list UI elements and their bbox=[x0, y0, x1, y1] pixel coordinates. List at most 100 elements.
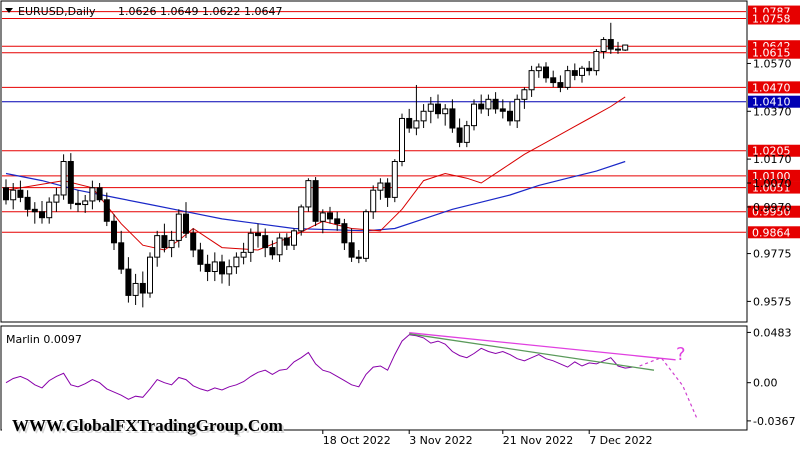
candle-32 bbox=[233, 252, 240, 274]
candle-48 bbox=[348, 228, 355, 262]
candle-33 bbox=[240, 242, 247, 265]
time-axis: 18 Oct 2022 3 Nov 2022 21 Nov 2022 7 Dec 20… bbox=[322, 430, 652, 447]
level-label-7: 1.0100 bbox=[752, 170, 791, 183]
candle-29 bbox=[211, 252, 218, 282]
candle-20 bbox=[147, 252, 153, 298]
level-label-6: 1.0205 bbox=[752, 145, 791, 158]
price-tick-label-4: 0.9970 bbox=[753, 201, 792, 214]
candle-81 bbox=[586, 61, 593, 76]
candle-75 bbox=[543, 62, 549, 83]
candle-54 bbox=[391, 159, 398, 203]
price-tick-label-1: 1.0370 bbox=[753, 105, 792, 118]
candle-30 bbox=[219, 254, 225, 284]
candle-55 bbox=[399, 113, 405, 167]
candle-39 bbox=[283, 233, 290, 250]
candle-25 bbox=[183, 202, 189, 239]
level-label-box-7 bbox=[748, 169, 800, 182]
candle-76 bbox=[550, 70, 557, 88]
candle-78 bbox=[564, 65, 571, 90]
candle-64 bbox=[463, 120, 470, 148]
candle-57 bbox=[413, 84, 420, 136]
level-label-box-1 bbox=[748, 12, 800, 25]
candle-42 bbox=[305, 178, 312, 212]
candle-79 bbox=[571, 63, 578, 81]
candle-15 bbox=[111, 214, 117, 250]
level-label-4: 1.0470 bbox=[752, 81, 791, 94]
candle-77 bbox=[557, 75, 564, 93]
main-plot-frame bbox=[0, 0, 748, 323]
candle-3 bbox=[24, 190, 31, 217]
candle-31 bbox=[226, 259, 233, 286]
level-label-box-8 bbox=[748, 181, 800, 194]
osc-tick-label-2: -0.0367 bbox=[753, 415, 795, 428]
candle-71 bbox=[514, 94, 521, 129]
level-label-3: 1.0615 bbox=[752, 47, 791, 60]
candle-49 bbox=[355, 249, 362, 264]
candle-47 bbox=[341, 218, 348, 250]
candle-82 bbox=[593, 49, 600, 76]
candle-26 bbox=[190, 228, 197, 258]
candle-62 bbox=[449, 99, 456, 133]
symbol-menu-icon[interactable] bbox=[5, 8, 13, 13]
candle-52 bbox=[377, 178, 384, 200]
oscillator-layer bbox=[5, 332, 698, 420]
candlesticks bbox=[3, 22, 629, 308]
candle-19 bbox=[139, 271, 146, 308]
oscillator-axis: 0.0483 0.00 -0.0367 bbox=[747, 326, 795, 428]
candle-35 bbox=[255, 223, 261, 248]
candle-28 bbox=[204, 254, 211, 282]
osc-tick-label-0: 0.0483 bbox=[753, 326, 792, 339]
candle-41 bbox=[298, 204, 305, 236]
candle-9 bbox=[67, 153, 74, 210]
time-tick-label-2: 21 Nov 2022 bbox=[503, 434, 573, 447]
candle-34 bbox=[247, 228, 254, 262]
candle-59 bbox=[427, 96, 434, 124]
time-tick-label-1: 3 Nov 2022 bbox=[409, 434, 472, 447]
candle-45 bbox=[327, 206, 333, 224]
candle-38 bbox=[276, 233, 283, 262]
oscillator-label: Marlin 0.0097 bbox=[6, 333, 82, 346]
price-axis: 1.07871.07581.06421.06151.04701.04101.02… bbox=[747, 6, 800, 308]
level-label-box-5 bbox=[748, 95, 800, 108]
ma-slow-line bbox=[5, 160, 626, 232]
candle-65 bbox=[471, 99, 477, 131]
question-mark: ? bbox=[676, 344, 686, 365]
level-label-5: 1.0410 bbox=[752, 96, 791, 109]
candle-86 bbox=[622, 44, 629, 52]
candle-4 bbox=[31, 202, 38, 224]
candle-51 bbox=[370, 185, 377, 219]
watermark: WWW.GlobalFXTradingGroup.Com bbox=[12, 416, 283, 435]
candle-13 bbox=[96, 183, 103, 203]
osc-tick-label-1: 0.00 bbox=[753, 377, 778, 390]
price-tick-label-0: 1.0570 bbox=[753, 57, 792, 70]
candle-69 bbox=[499, 99, 506, 119]
price-tick-label-6: 0.9575 bbox=[753, 295, 792, 308]
candle-63 bbox=[456, 118, 463, 148]
watermark-shadow: WWW.GlobalFXTradingGroup.Com bbox=[14, 418, 285, 437]
candle-10 bbox=[75, 190, 81, 212]
candle-44 bbox=[319, 209, 326, 234]
candle-66 bbox=[478, 94, 485, 114]
candle-85 bbox=[615, 41, 621, 54]
candle-22 bbox=[161, 223, 168, 253]
level-label-box-3 bbox=[748, 46, 800, 59]
candle-84 bbox=[607, 22, 614, 54]
candle-43 bbox=[312, 177, 319, 227]
candle-61 bbox=[442, 104, 449, 126]
trendline-magenta bbox=[409, 332, 676, 361]
candle-80 bbox=[579, 65, 585, 83]
candle-24 bbox=[175, 209, 182, 248]
candle-1 bbox=[10, 183, 17, 210]
candle-70 bbox=[507, 101, 513, 126]
candle-0 bbox=[3, 179, 9, 205]
candle-7 bbox=[53, 187, 60, 212]
candle-72 bbox=[521, 87, 528, 109]
candle-27 bbox=[197, 242, 204, 272]
candle-40 bbox=[291, 228, 297, 250]
level-label-8: 1.0051 bbox=[752, 182, 791, 195]
level-label-box-4 bbox=[748, 81, 800, 94]
candle-2 bbox=[17, 180, 24, 203]
time-tick-label-3: 7 Dec 2022 bbox=[589, 434, 652, 447]
candle-16 bbox=[118, 230, 125, 274]
